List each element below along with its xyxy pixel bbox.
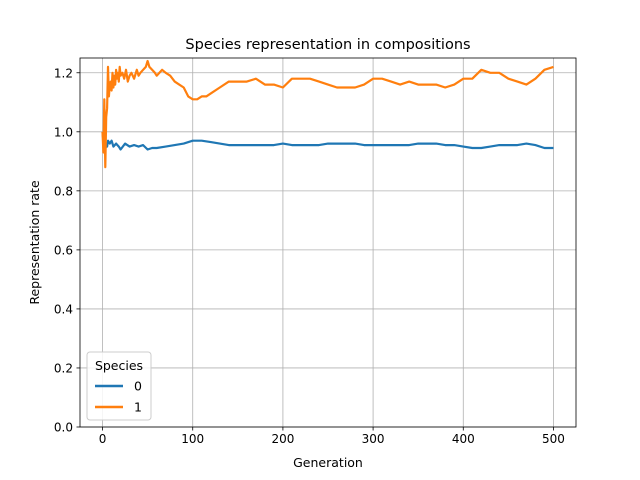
x-tick-label: 400	[452, 432, 475, 446]
series-lines	[101, 59, 554, 169]
x-tick-label: 100	[181, 432, 204, 446]
series-line-species-1	[101, 59, 554, 169]
x-tick-label: 0	[99, 432, 107, 446]
chart-title: Species representation in compositions	[185, 37, 470, 53]
y-tick-label: 0.0	[54, 421, 73, 435]
y-tick-label: 1.0	[54, 125, 73, 139]
y-tick-label: 0.8	[54, 184, 73, 198]
y-tick-label: 1.2	[54, 66, 73, 80]
grid	[80, 58, 576, 428]
legend: Species 0 1	[86, 351, 152, 421]
y-axis-ticks: 0.0 0.2 0.4 0.6 0.8 1.0 1.2	[54, 66, 80, 435]
legend-label-species-0: 0	[134, 379, 142, 394]
series-line-species-0	[101, 131, 554, 151]
x-tick-label: 200	[271, 432, 294, 446]
y-axis-label: Representation rate	[27, 180, 42, 305]
x-axis-label: Generation	[293, 455, 363, 470]
y-tick-label: 0.4	[54, 302, 73, 316]
axes-frame	[79, 57, 577, 428]
y-tick-label: 0.2	[54, 361, 73, 375]
legend-label-species-1: 1	[134, 400, 142, 415]
legend-title: Species	[95, 358, 143, 373]
x-axis-ticks: 0 100 200 300 400 500	[99, 427, 565, 446]
x-tick-label: 500	[542, 432, 565, 446]
y-tick-label: 0.6	[54, 243, 73, 257]
x-tick-label: 300	[362, 432, 385, 446]
